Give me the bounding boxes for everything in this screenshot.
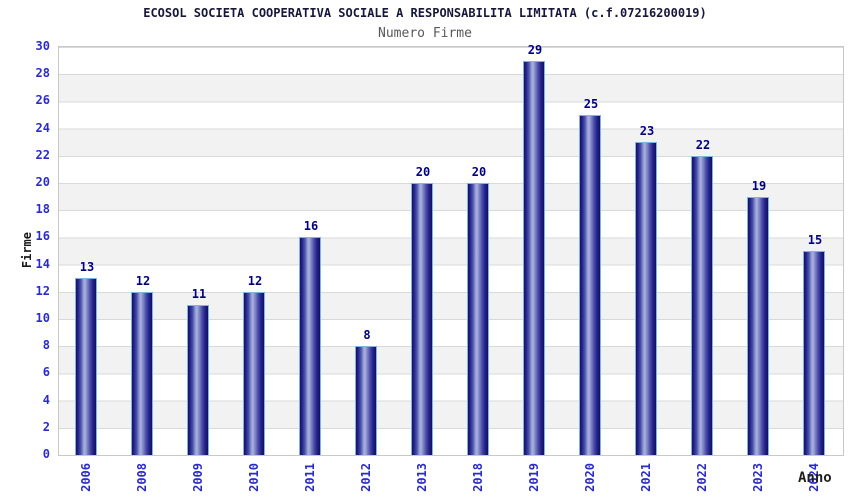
x-tick-label-2009: 2009 <box>191 463 205 492</box>
x-axis-title: Anno <box>798 470 832 486</box>
bar-2023 <box>747 197 769 455</box>
x-tick-label-2019: 2019 <box>527 463 541 492</box>
x-tick-label-2022: 2022 <box>695 463 709 492</box>
y-tick-label: 12 <box>35 283 50 298</box>
bar-2012 <box>355 346 377 455</box>
bar-2009 <box>187 305 209 455</box>
y-tick-label: 8 <box>42 338 50 353</box>
bar-value-label: 11 <box>191 287 207 301</box>
y-tick-label: 0 <box>42 447 50 461</box>
x-tick-label-2018: 2018 <box>471 463 485 492</box>
x-tick-label-2021: 2021 <box>639 463 653 492</box>
y-tick-label: 22 <box>35 147 50 162</box>
y-tick-label: 18 <box>35 202 50 217</box>
bar-value-label: 22 <box>695 138 711 152</box>
bar-2019 <box>523 61 545 455</box>
bar-2018 <box>467 183 489 455</box>
bar-value-label: 16 <box>303 219 319 233</box>
x-tick-label-2010: 2010 <box>247 463 261 492</box>
bar-value-label: 19 <box>751 179 767 193</box>
y-tick-label: 20 <box>35 175 50 189</box>
chart-subtitle: Numero Firme <box>378 26 472 41</box>
bar-2013 <box>411 183 433 455</box>
bar-2021 <box>635 142 657 455</box>
x-tick-label-2023: 2023 <box>751 463 765 492</box>
plot-area: 13 12 11 12 16 8 20 20 29 25 23 22 19 15 <box>59 43 843 455</box>
bar-value-label: 15 <box>807 233 823 247</box>
y-tick-label: 30 <box>35 39 50 53</box>
y-tick-label: 4 <box>42 392 50 407</box>
y-tick-label: 28 <box>35 66 50 81</box>
bar-value-label: 23 <box>639 124 655 138</box>
y-tick-label: 10 <box>35 311 50 325</box>
bar-value-label: 29 <box>527 43 543 57</box>
x-tick-label-2013: 2013 <box>415 463 429 492</box>
y-tick-label: 6 <box>42 365 50 380</box>
bar-2020 <box>579 115 601 455</box>
bar-2011 <box>299 237 321 455</box>
bar-value-label: 8 <box>363 328 371 342</box>
x-tick-label-2008: 2008 <box>135 463 149 492</box>
bar-2022 <box>691 156 713 455</box>
bar-2024 <box>803 251 825 455</box>
bar-value-label: 12 <box>247 274 263 288</box>
bar-2008 <box>131 292 153 455</box>
bar-2010 <box>243 292 265 455</box>
y-axis-title: Firme <box>20 232 34 269</box>
y-tick-label: 24 <box>35 120 50 135</box>
y-tick-label: 16 <box>35 229 50 244</box>
chart-title: ECOSOL SOCIETA COOPERATIVA SOCIALE A RES… <box>143 6 707 20</box>
x-tick-label-2012: 2012 <box>359 463 373 492</box>
bar-value-label: 12 <box>135 274 151 288</box>
x-tick-label-2006: 2006 <box>79 463 93 492</box>
x-tick-label-2011: 2011 <box>303 463 317 492</box>
x-tick-label-2020: 2020 <box>583 463 597 492</box>
bar-value-label: 25 <box>583 97 599 111</box>
y-tick-label: 26 <box>35 93 50 108</box>
y-tick-label: 2 <box>42 419 50 434</box>
bar-value-label: 20 <box>415 165 431 179</box>
bar-2006 <box>75 278 97 455</box>
bar-value-label: 20 <box>471 165 487 179</box>
y-tick-label: 14 <box>35 256 50 271</box>
bar-value-label: 13 <box>79 260 95 274</box>
